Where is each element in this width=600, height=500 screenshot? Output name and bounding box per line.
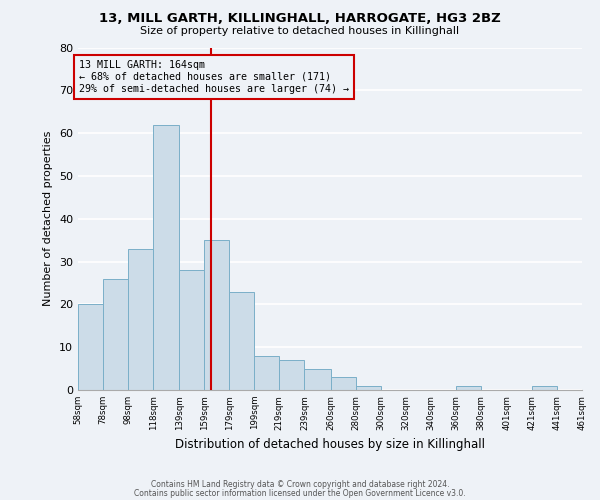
Bar [280,360,304,390]
Bar [455,386,481,390]
Bar [254,356,280,390]
Bar [304,368,331,390]
Bar [582,386,600,390]
Y-axis label: Number of detached properties: Number of detached properties [43,131,53,306]
Text: Contains public sector information licensed under the Open Government Licence v3: Contains public sector information licen… [134,488,466,498]
X-axis label: Distribution of detached houses by size in Killinghall: Distribution of detached houses by size … [175,438,485,451]
Bar [153,124,179,390]
Bar [229,292,254,390]
Bar [331,377,356,390]
Bar [205,240,229,390]
Bar [128,248,153,390]
Bar [532,386,557,390]
Bar [179,270,205,390]
Text: Contains HM Land Registry data © Crown copyright and database right 2024.: Contains HM Land Registry data © Crown c… [151,480,449,489]
Text: 13, MILL GARTH, KILLINGHALL, HARROGATE, HG3 2BZ: 13, MILL GARTH, KILLINGHALL, HARROGATE, … [99,12,501,26]
Text: 13 MILL GARTH: 164sqm
← 68% of detached houses are smaller (171)
29% of semi-det: 13 MILL GARTH: 164sqm ← 68% of detached … [79,60,349,94]
Bar [78,304,103,390]
Text: Size of property relative to detached houses in Killinghall: Size of property relative to detached ho… [140,26,460,36]
Bar [356,386,380,390]
Bar [103,278,128,390]
